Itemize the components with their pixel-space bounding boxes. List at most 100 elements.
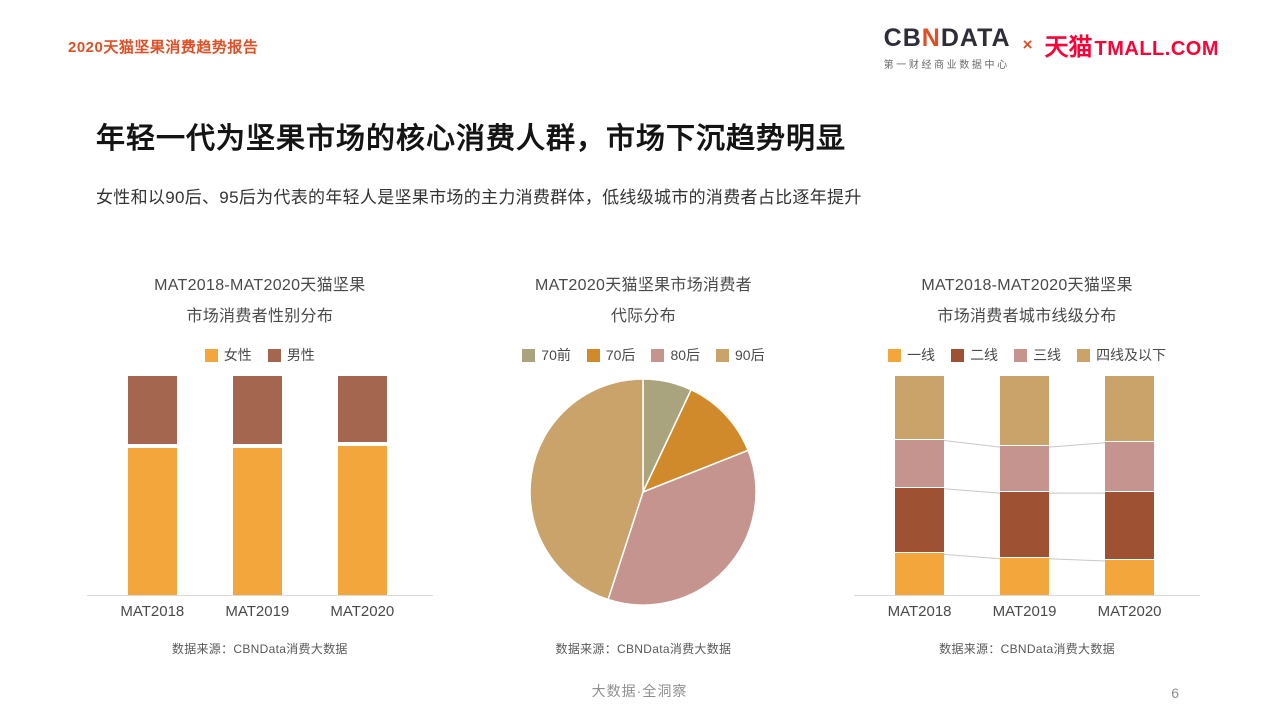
stacked-bar-MAT2020 — [1105, 376, 1155, 595]
data-source-note: 数据来源：CBNData消费大数据 — [171, 642, 348, 656]
chart-legend: 一线 二线 三线 四线及以下 — [888, 345, 1166, 365]
x-axis-line — [86, 595, 433, 596]
bar-segment-四线及以下 — [895, 376, 945, 440]
legend-label: 三线 — [1033, 347, 1062, 363]
chart-panel-gender: MAT2018-MAT2020天猫坚果 市场消费者性别分布 女性 男性 MAT20… — [68, 270, 452, 657]
stacked-bar-MAT2019 — [1000, 376, 1050, 595]
bar-segment-女性 — [232, 448, 282, 595]
bar-segment-三线 — [1000, 446, 1050, 493]
chart-panel-city-tier: MAT2018-MAT2020天猫坚果 市场消费者城市线级分布 一线 二线 三线 四线… — [835, 270, 1219, 657]
cbn-suffix: DATA — [940, 24, 1011, 52]
legend-label: 女性 — [223, 347, 252, 363]
legend-label: 四线及以下 — [1096, 347, 1167, 363]
cbn-prefix: CB — [883, 24, 922, 52]
chart-title-line: 市场消费者城市线级分布 — [937, 308, 1117, 325]
legend-item: 女性 — [204, 345, 252, 365]
chart-legend: 70前 70后 80后 90后 — [522, 345, 765, 365]
legend-swatch — [716, 348, 730, 362]
legend-swatch — [651, 348, 665, 362]
cbn-n: N — [921, 24, 941, 52]
connector-line — [944, 488, 1001, 494]
stacked-bar-MAT2019 — [232, 376, 282, 595]
pie-slice-70后 — [641, 388, 750, 494]
data-source-note: 数据来源：CBNData消费大数据 — [939, 642, 1115, 656]
legend-item: 四线及以下 — [1077, 345, 1166, 365]
legend-label: 90后 — [735, 347, 765, 363]
connector-line — [944, 440, 1001, 448]
legend-item: 二线 — [951, 345, 998, 365]
report-title: 2020天猫坚果消费趋势报告 — [68, 39, 259, 56]
bar-plot-area — [86, 376, 433, 596]
chart-title: MAT2018-MAT2020天猫坚果 市场消费者性别分布 — [154, 270, 365, 332]
cbndata-logo: CBNDATA 第一财经商业数据中心 — [883, 26, 1011, 72]
bar-segment-一线 — [1105, 560, 1155, 595]
chart-title-line: MAT2018-MAT2020天猫坚果 — [154, 277, 366, 294]
legend-item: 一线 — [888, 345, 935, 365]
bar-segment-女性 — [127, 448, 177, 595]
legend-label: 一线 — [907, 347, 936, 363]
connector-line — [944, 553, 1001, 560]
city-tier-stacked-bar-chart: MAT2018 MAT2019 MAT2020 — [854, 376, 1201, 628]
chart-panel-generation: MAT2020天猫坚果市场消费者 代际分布 70前 70后 80后 90后 数据来源：… — [452, 270, 836, 657]
x-axis-label: MAT2019 — [992, 603, 1057, 620]
legend-label: 70前 — [541, 347, 571, 363]
legend-item: 70前 — [522, 345, 571, 365]
pie-slice-80后 — [607, 449, 758, 606]
legend-label: 男性 — [286, 347, 315, 363]
tmall-cn-wordmark: 天猫 — [1044, 34, 1093, 61]
bar-segment-一线 — [895, 553, 945, 595]
bar-segment-男性 — [127, 376, 177, 449]
legend-swatch — [888, 348, 902, 362]
logo-block: CBNDATA 第一财经商业数据中心 × 天猫 TMALL.COM — [883, 26, 1219, 72]
legend-item: 三线 — [1014, 345, 1061, 365]
bar-segment-四线及以下 — [1000, 376, 1050, 447]
x-axis-label: MAT2019 — [225, 603, 290, 620]
page-subtitle: 女性和以90后、95后为代表的年轻人是坚果市场的主力消费群体，低线级城市的消费者… — [96, 188, 862, 207]
cbndata-subtitle: 第一财经商业数据中心 — [883, 60, 1010, 71]
legend-item: 男性 — [267, 345, 315, 365]
chart-title-line: MAT2018-MAT2020天猫坚果 — [921, 277, 1133, 294]
connector-line — [1049, 442, 1106, 448]
legend-swatch — [586, 348, 600, 362]
connector-line — [1049, 558, 1106, 562]
chart-title-line: MAT2020天猫坚果市场消费者 — [534, 277, 752, 294]
bar-segment-女性 — [337, 446, 387, 595]
legend-item: 90后 — [716, 345, 765, 365]
page-title: 年轻一代为坚果市场的核心消费人群，市场下沉趋势明显 — [96, 123, 847, 155]
bar-segment-三线 — [1105, 441, 1155, 493]
charts-row: MAT2018-MAT2020天猫坚果 市场消费者性别分布 女性 男性 MAT20… — [68, 270, 1219, 657]
stacked-bar-MAT2018 — [127, 376, 177, 595]
logo-separator-icon: × — [1022, 34, 1033, 54]
tmall-logo: 天猫 TMALL.COM — [1045, 27, 1219, 62]
bar-segment-四线及以下 — [1105, 376, 1155, 442]
legend-swatch — [267, 348, 281, 362]
cbndata-wordmark: CBNDATA — [884, 26, 1011, 51]
legend-swatch — [1014, 348, 1028, 362]
x-axis-label: MAT2020 — [330, 603, 395, 620]
bar-plot-area — [854, 376, 1201, 596]
x-axis-label: MAT2020 — [1097, 603, 1162, 620]
tmall-en-wordmark: TMALL.COM — [1094, 38, 1219, 60]
footer-slogan: 大数据·全洞察 — [591, 683, 688, 699]
x-axis-line — [854, 595, 1201, 596]
legend-label: 80后 — [670, 347, 701, 363]
stacked-bar-MAT2018 — [895, 376, 945, 595]
chart-title-line: 市场消费者性别分布 — [186, 308, 334, 325]
top-bar: 2020天猫坚果消费趋势报告 CBNDATA 第一财经商业数据中心 × 天猫 T… — [68, 26, 1219, 72]
pie-chart-svg — [529, 378, 758, 606]
chart-title: MAT2018-MAT2020天猫坚果 市场消费者城市线级分布 — [921, 270, 1132, 332]
bar-segment-一线 — [1000, 557, 1050, 595]
gender-stacked-bar-chart: MAT2018 MAT2019 MAT2020 — [86, 376, 433, 628]
data-source-note: 数据来源：CBNData消费大数据 — [555, 642, 732, 656]
generation-pie-chart — [478, 376, 808, 628]
legend-swatch — [204, 348, 218, 362]
chart-legend: 女性 男性 — [204, 345, 315, 365]
legend-label: 二线 — [970, 347, 999, 363]
legend-label: 70后 — [605, 347, 636, 363]
bar-segment-男性 — [232, 376, 282, 449]
stacked-bar-MAT2020 — [337, 376, 387, 595]
legend-item: 80后 — [651, 345, 700, 365]
bar-segment-三线 — [895, 439, 945, 488]
pie-slice-90后 — [529, 378, 645, 601]
